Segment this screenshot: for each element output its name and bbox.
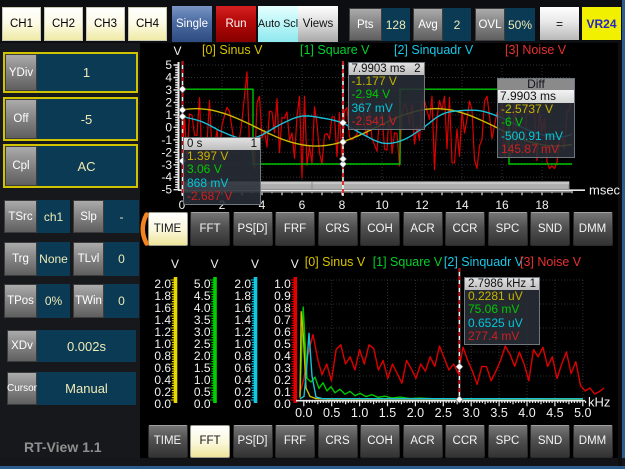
svg-text:[2] Sinquadr V: [2] Sinquadr V <box>394 43 474 57</box>
svg-text:[0] Sinus V: [0] Sinus V <box>305 255 366 269</box>
svg-text:2.5: 2.5 <box>194 337 211 351</box>
svg-text:18: 18 <box>535 198 549 212</box>
svg-text:0.3: 0.3 <box>274 361 291 375</box>
svg-text:0: 0 <box>165 120 172 134</box>
svg-text:kHz: kHz <box>588 395 610 410</box>
svg-text:0.2: 0.2 <box>274 373 291 387</box>
svg-text:8: 8 <box>339 198 346 212</box>
svg-text:-3: -3 <box>161 158 172 172</box>
svg-text:0.5: 0.5 <box>274 337 291 351</box>
svg-text:[1] Square V: [1] Square V <box>373 255 443 269</box>
svg-text:-5: -5 <box>161 183 172 197</box>
svg-text:V: V <box>210 257 218 271</box>
svg-text:-2: -2 <box>161 145 172 159</box>
svg-text:3.5: 3.5 <box>194 313 211 327</box>
svg-text:0.0: 0.0 <box>234 397 251 411</box>
svg-text:1.2: 1.2 <box>154 325 171 339</box>
svg-text:0.7: 0.7 <box>274 313 291 327</box>
svg-text:4.5: 4.5 <box>194 289 211 303</box>
svg-text:1.0: 1.0 <box>274 277 291 291</box>
svg-text:0.1: 0.1 <box>274 385 291 399</box>
svg-text:0.6: 0.6 <box>154 361 171 375</box>
svg-text:V: V <box>291 257 299 271</box>
svg-text:2: 2 <box>165 95 172 109</box>
svg-text:0.4: 0.4 <box>154 373 171 387</box>
svg-text:0.0: 0.0 <box>154 397 171 411</box>
svg-text:1.0: 1.0 <box>154 337 171 351</box>
svg-text:0.9: 0.9 <box>274 289 291 303</box>
svg-text:4.0: 4.0 <box>518 406 535 420</box>
svg-text:1: 1 <box>165 108 172 122</box>
svg-text:1.0: 1.0 <box>234 337 251 351</box>
svg-text:1.0: 1.0 <box>194 373 211 387</box>
svg-text:5.0: 5.0 <box>194 277 211 291</box>
svg-text:0.5: 0.5 <box>194 385 211 399</box>
svg-text:5: 5 <box>165 58 172 72</box>
svg-text:3.5: 3.5 <box>490 406 507 420</box>
svg-text:0.2: 0.2 <box>154 385 171 399</box>
svg-text:2: 2 <box>219 198 226 212</box>
svg-text:4.0: 4.0 <box>194 301 211 315</box>
svg-text:2.5: 2.5 <box>435 406 452 420</box>
svg-text:V: V <box>171 257 179 271</box>
svg-text:1.8: 1.8 <box>154 289 171 303</box>
svg-text:3: 3 <box>165 83 172 97</box>
svg-text:2.0: 2.0 <box>234 277 251 291</box>
svg-text:1.6: 1.6 <box>234 301 251 315</box>
svg-text:[3] Noise V: [3] Noise V <box>505 43 567 57</box>
svg-text:0.6: 0.6 <box>274 325 291 339</box>
svg-text:-4: -4 <box>161 170 172 184</box>
svg-text:0.0: 0.0 <box>194 397 211 411</box>
svg-text:0.8: 0.8 <box>274 301 291 315</box>
svg-text:0.8: 0.8 <box>234 349 251 363</box>
svg-text:6: 6 <box>299 198 306 212</box>
svg-text:[0] Sinus V: [0] Sinus V <box>202 43 263 57</box>
svg-text:0.0: 0.0 <box>274 397 291 411</box>
svg-text:1.4: 1.4 <box>234 313 251 327</box>
svg-text:4: 4 <box>259 198 266 212</box>
svg-text:2.0: 2.0 <box>194 349 211 363</box>
svg-text:1.5: 1.5 <box>379 406 396 420</box>
svg-text:4: 4 <box>165 71 172 85</box>
svg-text:0.6: 0.6 <box>234 361 251 375</box>
svg-text:0.4: 0.4 <box>234 373 251 387</box>
svg-text:0: 0 <box>179 198 186 212</box>
svg-text:1.6: 1.6 <box>154 301 171 315</box>
svg-text:V: V <box>251 257 259 271</box>
svg-text:1.4: 1.4 <box>154 313 171 327</box>
svg-text:2.0: 2.0 <box>154 277 171 291</box>
svg-text:1.5: 1.5 <box>194 361 211 375</box>
svg-text:2.0: 2.0 <box>407 406 424 420</box>
svg-text:1.8: 1.8 <box>234 289 251 303</box>
svg-text:-1: -1 <box>161 133 172 147</box>
svg-text:[1] Square V: [1] Square V <box>300 43 370 57</box>
svg-text:[3] Noise V: [3] Noise V <box>520 255 582 269</box>
svg-text:0.8: 0.8 <box>154 349 171 363</box>
svg-text:12: 12 <box>415 198 429 212</box>
svg-text:3.0: 3.0 <box>194 325 211 339</box>
svg-text:0.2: 0.2 <box>234 385 251 399</box>
svg-text:msec: msec <box>589 183 621 198</box>
svg-text:0.4: 0.4 <box>274 349 291 363</box>
svg-text:V: V <box>173 44 181 58</box>
svg-text:4.5: 4.5 <box>546 406 563 420</box>
svg-text:14: 14 <box>455 198 469 212</box>
svg-text:1.2: 1.2 <box>234 325 251 339</box>
svg-text:[2] Sinquadr V: [2] Sinquadr V <box>444 255 524 269</box>
svg-text:5.0: 5.0 <box>574 406 591 420</box>
svg-text:10: 10 <box>375 198 389 212</box>
svg-text:16: 16 <box>495 198 509 212</box>
svg-text:1.0: 1.0 <box>351 406 368 420</box>
svg-text:0.0: 0.0 <box>295 406 312 420</box>
svg-text:0.5: 0.5 <box>323 406 340 420</box>
svg-text:3.0: 3.0 <box>463 406 480 420</box>
